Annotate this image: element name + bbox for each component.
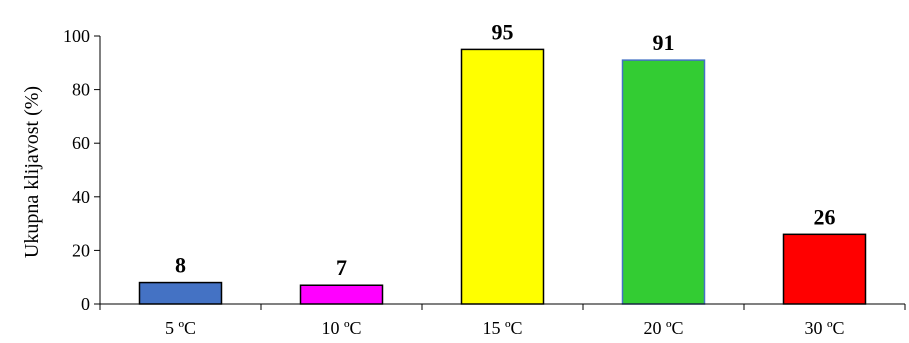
- bars: [138, 48, 867, 305]
- x-tick-label: 10 ºC: [321, 318, 361, 338]
- x-axis: 5 ºC 10 ºC 15 ºC 20 ºC 30 ºC: [99, 303, 906, 338]
- bar: [621, 59, 706, 305]
- x-tick-label: 20 ºC: [643, 318, 683, 338]
- y-axis-title: Ukupna klijavost (%): [21, 86, 43, 258]
- data-label: 8: [175, 253, 186, 278]
- data-label: 91: [653, 30, 675, 55]
- bar: [299, 284, 384, 305]
- x-tick-label: 15 ºC: [482, 318, 522, 338]
- data-label: 95: [492, 19, 514, 44]
- x-tick-label: 5 ºC: [165, 318, 196, 338]
- y-tick-label: 0: [81, 294, 90, 314]
- y-tick-label: 40: [72, 187, 90, 207]
- y-axis: 0 20 40 60 80 100: [63, 26, 101, 314]
- bar: [782, 233, 867, 305]
- data-label: 7: [336, 255, 347, 280]
- data-label: 26: [814, 204, 836, 229]
- data-labels: 8 7 95 91 26: [175, 19, 836, 280]
- bar: [138, 281, 223, 305]
- y-tick-label: 100: [63, 26, 90, 46]
- y-tick-label: 20: [72, 240, 90, 260]
- x-tick-label: 30 ºC: [804, 318, 844, 338]
- bar: [460, 48, 545, 305]
- y-tick-label: 80: [72, 80, 90, 100]
- y-tick-label: 60: [72, 133, 90, 153]
